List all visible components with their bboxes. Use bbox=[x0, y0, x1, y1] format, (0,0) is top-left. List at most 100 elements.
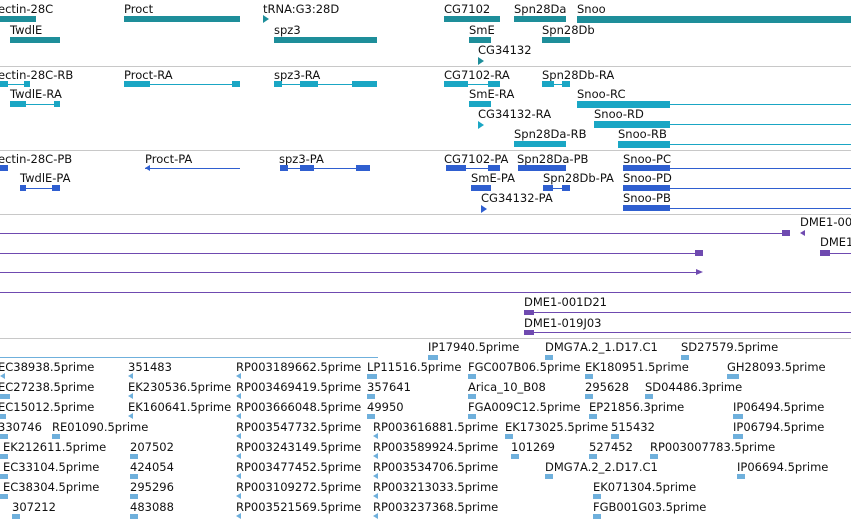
clone-end[interactable] bbox=[695, 250, 703, 256]
rna-label[interactable]: Spn28Db-RA bbox=[542, 68, 615, 82]
protein-label[interactable]: CG34132-PA bbox=[481, 191, 553, 205]
protein-exon[interactable] bbox=[280, 165, 288, 171]
rna-label[interactable]: spz3-RA bbox=[274, 68, 321, 82]
gene-label[interactable]: CG7102 bbox=[444, 2, 491, 16]
est-label[interactable]: IP06694.5prime bbox=[737, 460, 829, 474]
est-mark[interactable] bbox=[367, 394, 375, 399]
est-label[interactable]: DMG7A.2_2.D17.C1 bbox=[545, 460, 658, 474]
est-mark[interactable] bbox=[589, 414, 597, 419]
est-arrow[interactable] bbox=[0, 373, 5, 379]
clone-line[interactable] bbox=[0, 292, 851, 293]
protein-exon[interactable] bbox=[623, 165, 670, 171]
gene-bar[interactable] bbox=[577, 16, 851, 23]
est-mark[interactable] bbox=[593, 514, 601, 519]
est-label[interactable]: IP17940.5prime bbox=[428, 340, 520, 354]
est-mark[interactable] bbox=[737, 474, 745, 479]
rna-label[interactable]: SmE-RA bbox=[469, 87, 515, 101]
protein-label[interactable]: Spn28Da-PB bbox=[517, 152, 589, 166]
clone-end[interactable] bbox=[782, 230, 790, 236]
est-label[interactable]: 357641 bbox=[367, 380, 411, 394]
clone-line[interactable] bbox=[0, 233, 790, 234]
gene-label[interactable]: tRNA:G3:28D bbox=[263, 2, 340, 16]
clone-label[interactable]: DME1-00 bbox=[800, 215, 851, 229]
est-mark[interactable] bbox=[681, 355, 689, 360]
protein-arrow[interactable] bbox=[481, 205, 487, 213]
est-mark[interactable] bbox=[0, 394, 10, 399]
protein-exon[interactable] bbox=[20, 185, 26, 191]
est-mark[interactable] bbox=[589, 454, 597, 459]
est-label[interactable]: RP003109272.5prime bbox=[236, 480, 362, 494]
protein-label[interactable]: Proct-PA bbox=[145, 152, 193, 166]
est-mark[interactable] bbox=[367, 414, 375, 419]
est-label[interactable]: RE01090.5prime bbox=[52, 420, 149, 434]
est-arrow[interactable] bbox=[373, 513, 378, 519]
est-mark[interactable] bbox=[130, 454, 138, 459]
est-label[interactable]: EK212611.5prime bbox=[3, 440, 107, 454]
clone-line[interactable] bbox=[0, 272, 700, 273]
rna-label[interactable]: CG34132-RA bbox=[478, 107, 552, 121]
est-label[interactable]: RP003616881.5prime bbox=[373, 420, 499, 434]
protein-label[interactable]: Snoo-PC bbox=[623, 152, 671, 166]
clone-end[interactable] bbox=[820, 250, 830, 256]
est-mark[interactable] bbox=[0, 454, 8, 459]
protein-label[interactable]: Snoo-PD bbox=[623, 171, 672, 185]
protein-exon[interactable] bbox=[623, 205, 670, 211]
est-label[interactable]: 207502 bbox=[130, 440, 174, 454]
gene-label[interactable]: SmE bbox=[469, 23, 495, 37]
est-label[interactable]: EC27238.5prime bbox=[0, 380, 95, 394]
protein-label[interactable]: Spn28Db-PA bbox=[543, 171, 614, 185]
gene-bar[interactable] bbox=[514, 16, 566, 22]
rna-label[interactable]: ectin-28C-RB bbox=[0, 68, 74, 82]
est-mark[interactable] bbox=[545, 355, 553, 360]
est-label[interactable]: 351483 bbox=[128, 360, 172, 374]
est-label[interactable]: EK230536.5prime bbox=[128, 380, 232, 394]
rna-exon[interactable] bbox=[232, 81, 240, 87]
est-label[interactable]: IP06494.5prime bbox=[733, 400, 825, 414]
est-arrow[interactable] bbox=[373, 453, 378, 459]
protein-label[interactable]: TwdlE-PA bbox=[20, 171, 71, 185]
gene-label[interactable]: Snoo bbox=[577, 2, 606, 16]
est-label[interactable]: DMG7A.2_1.D17.C1 bbox=[545, 340, 658, 354]
est-label[interactable]: GH28093.5prime bbox=[727, 360, 826, 374]
est-arrow[interactable] bbox=[373, 493, 378, 499]
clone-label[interactable]: DME1-001D21 bbox=[524, 295, 607, 309]
protein-arrow[interactable] bbox=[145, 165, 150, 171]
est-label[interactable]: EC15012.5prime bbox=[0, 400, 95, 414]
est-label[interactable]: RP003243149.5prime bbox=[236, 440, 362, 454]
est-mark[interactable] bbox=[130, 474, 138, 479]
est-mark[interactable] bbox=[428, 355, 438, 360]
rna-exon[interactable] bbox=[24, 81, 30, 87]
clone-label[interactable]: DME1-019J03 bbox=[524, 316, 602, 330]
est-mark[interactable] bbox=[650, 454, 658, 459]
rna-label[interactable]: Snoo-RD bbox=[594, 107, 644, 121]
est-label[interactable]: 424054 bbox=[130, 460, 174, 474]
rna-exon[interactable] bbox=[514, 141, 566, 147]
protein-label[interactable]: Snoo-PB bbox=[623, 191, 671, 205]
est-mark[interactable] bbox=[367, 374, 377, 379]
est-mark[interactable] bbox=[611, 434, 619, 439]
est-arrow[interactable] bbox=[128, 373, 133, 379]
gene-label[interactable]: spz3 bbox=[274, 23, 301, 37]
est-arrow[interactable] bbox=[373, 433, 378, 439]
rna-exon[interactable] bbox=[0, 81, 8, 87]
est-arrow[interactable] bbox=[373, 473, 378, 479]
est-label[interactable]: EP21856.3prime bbox=[589, 400, 685, 414]
gene-arrow[interactable] bbox=[478, 57, 484, 65]
protein-exon[interactable] bbox=[356, 165, 370, 171]
est-label[interactable]: 295628 bbox=[585, 380, 629, 394]
est-line[interactable] bbox=[0, 357, 378, 358]
est-mark[interactable] bbox=[130, 494, 138, 499]
rna-label[interactable]: Proct-RA bbox=[124, 68, 173, 82]
rna-exon[interactable] bbox=[274, 81, 282, 87]
est-label[interactable]: FGB001G03.5prime bbox=[593, 500, 707, 514]
est-mark[interactable] bbox=[0, 414, 6, 419]
gene-bar[interactable] bbox=[10, 37, 60, 43]
est-mark[interactable] bbox=[645, 394, 653, 399]
est-mark[interactable] bbox=[585, 374, 593, 379]
clone-line[interactable] bbox=[0, 253, 703, 254]
protein-exon[interactable] bbox=[0, 165, 8, 171]
rna-exon[interactable] bbox=[488, 81, 500, 87]
protein-exon[interactable] bbox=[300, 165, 314, 171]
est-label[interactable]: SD27579.5prime bbox=[681, 340, 779, 354]
est-label[interactable]: RP003547732.5prime bbox=[236, 420, 362, 434]
